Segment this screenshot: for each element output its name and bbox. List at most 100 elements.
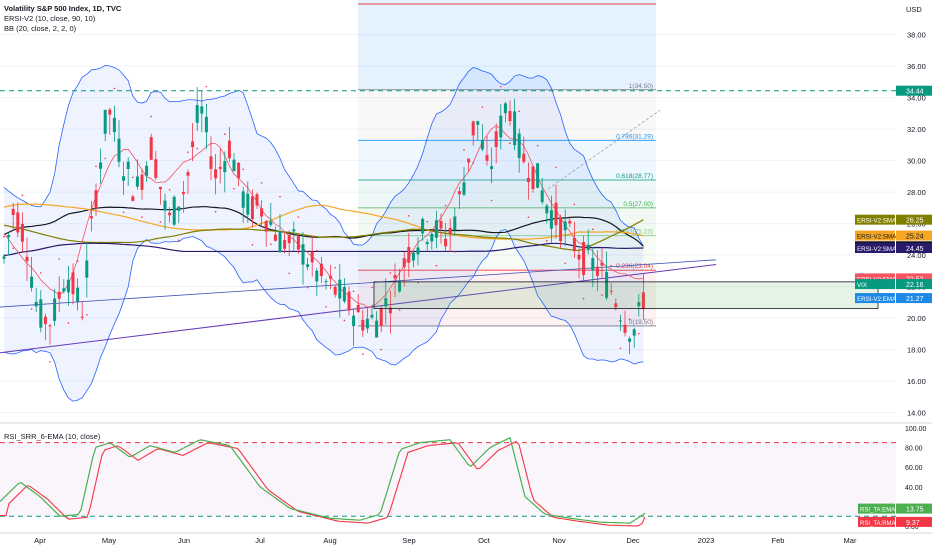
price-value-text: 21.27 (906, 296, 924, 303)
candle-body (356, 305, 360, 312)
candle-body (595, 266, 599, 276)
candle-body (416, 247, 420, 255)
candle-body (20, 223, 24, 242)
price-value-text: 24.45 (906, 246, 924, 253)
candle-body (149, 137, 153, 160)
candle-body (89, 216, 93, 219)
fib-extension-zone (358, 0, 656, 90)
candle-body (181, 192, 185, 195)
candle-body (333, 286, 337, 295)
candle-body (255, 194, 259, 206)
indicator-label-tag (855, 279, 895, 290)
sar-dot (481, 106, 484, 108)
candle-body (260, 208, 264, 217)
sar-dot (444, 204, 447, 207)
candle-body (609, 290, 613, 292)
candle-body (563, 221, 567, 231)
price-tick-label: 16.00 (907, 377, 926, 386)
sar-dot (76, 260, 79, 262)
candle-body (186, 172, 190, 176)
indicator-label-text: ERSI-V2:SMA100 (857, 234, 907, 241)
candle-body (172, 196, 176, 225)
rsi-tick-label: 40.00 (905, 485, 923, 492)
candle-body (554, 202, 558, 226)
candle-body (237, 162, 241, 179)
sar-dot (178, 239, 180, 242)
price-tick-label: 38.00 (907, 31, 926, 40)
rsi-tick-label: 0.00 (905, 524, 919, 531)
price-tick-label: 34.00 (907, 94, 926, 103)
candle-body (411, 252, 415, 261)
candle-body (135, 176, 139, 187)
sar-dot (380, 348, 383, 351)
time-tick-label: Nov (552, 536, 566, 545)
sar-dot (95, 165, 97, 168)
sar-dot (159, 221, 162, 223)
price-value-text: 22.16 (906, 282, 924, 289)
candle-body (66, 279, 70, 293)
sar-dot (619, 347, 622, 350)
candle-body (545, 205, 549, 214)
currency-label[interactable]: USD (906, 5, 922, 14)
time-axis[interactable]: Apr May Jun Jul Aug Sep Oct Nov Dec 2023 Feb Mar (0, 532, 932, 545)
fib-level-label: 0.786(31.29) (616, 133, 653, 140)
rsi-band (0, 442, 896, 517)
candle-body (513, 111, 517, 146)
rsi-indicator-legend[interactable]: RSI_SRR_6-EMA (10, close) (4, 432, 101, 441)
bollinger-lower-line (3, 228, 644, 402)
candle-body (430, 233, 434, 242)
candle-body (448, 227, 452, 235)
sma100-line (3, 203, 644, 240)
candle-body (292, 229, 296, 232)
candle-body (126, 161, 130, 170)
sar-dot (168, 188, 171, 191)
sar-dot (509, 142, 511, 145)
candle-body (457, 191, 461, 195)
candle-body (421, 218, 425, 234)
symbol-title[interactable]: Volatility S&P 500 Index, 1D, TVC (4, 4, 122, 13)
candle-body (453, 216, 457, 231)
price-tick-label: 32.00 (907, 125, 926, 134)
price-value-tag (896, 243, 932, 254)
rsi-series-label-tag (858, 503, 895, 514)
candle-body (283, 239, 287, 249)
candle-body (278, 231, 282, 253)
candle-body (499, 115, 503, 138)
sar-dot (638, 332, 640, 335)
rsi-tick-label: 60.00 (905, 465, 923, 472)
sar-dot (398, 309, 401, 311)
sar-dot (463, 148, 465, 151)
time-tick-label: 2023 (698, 536, 715, 545)
candle-body (7, 234, 11, 238)
price-value-tag (896, 273, 932, 284)
candle-body (462, 182, 466, 195)
candle-body (508, 110, 512, 121)
candle-body (398, 281, 402, 292)
price-pane[interactable]: 1(34.50) 0.786(31.29) 0.618(28.77) 0.5(27.0… (0, 0, 932, 424)
candle-body (572, 237, 576, 252)
sar-dot (3, 235, 5, 238)
ersi-indicator-legend[interactable]: ERSI-V2 (10, close, 90, 10) (4, 14, 96, 23)
time-tick-label: Feb (772, 536, 785, 545)
candle-body (168, 212, 172, 216)
rsi-pane[interactable] (0, 436, 896, 527)
price-axis[interactable]: 14.0016.0018.0020.0022.0024.0026.0028.00… (855, 31, 932, 531)
sar-dot (435, 264, 438, 267)
sar-dot (141, 216, 143, 219)
candle-body (306, 264, 310, 267)
price-tick-label: 36.00 (907, 62, 926, 71)
bollinger-upper-line (3, 65, 644, 247)
indicator-label-tag (855, 243, 895, 254)
candle-body (108, 109, 112, 115)
candle-body (379, 307, 383, 327)
sar-dot (343, 319, 346, 322)
sar-dot (325, 305, 327, 308)
fib-level-label: 0(19.50) (629, 319, 653, 326)
bb-indicator-legend[interactable]: BB (20, close, 2, 2, 0) (4, 24, 77, 33)
sar-dot (224, 133, 226, 136)
sar-dot (306, 286, 309, 289)
sar-dot (150, 115, 152, 118)
sar-dot (573, 203, 576, 206)
sar-dot (564, 262, 566, 265)
